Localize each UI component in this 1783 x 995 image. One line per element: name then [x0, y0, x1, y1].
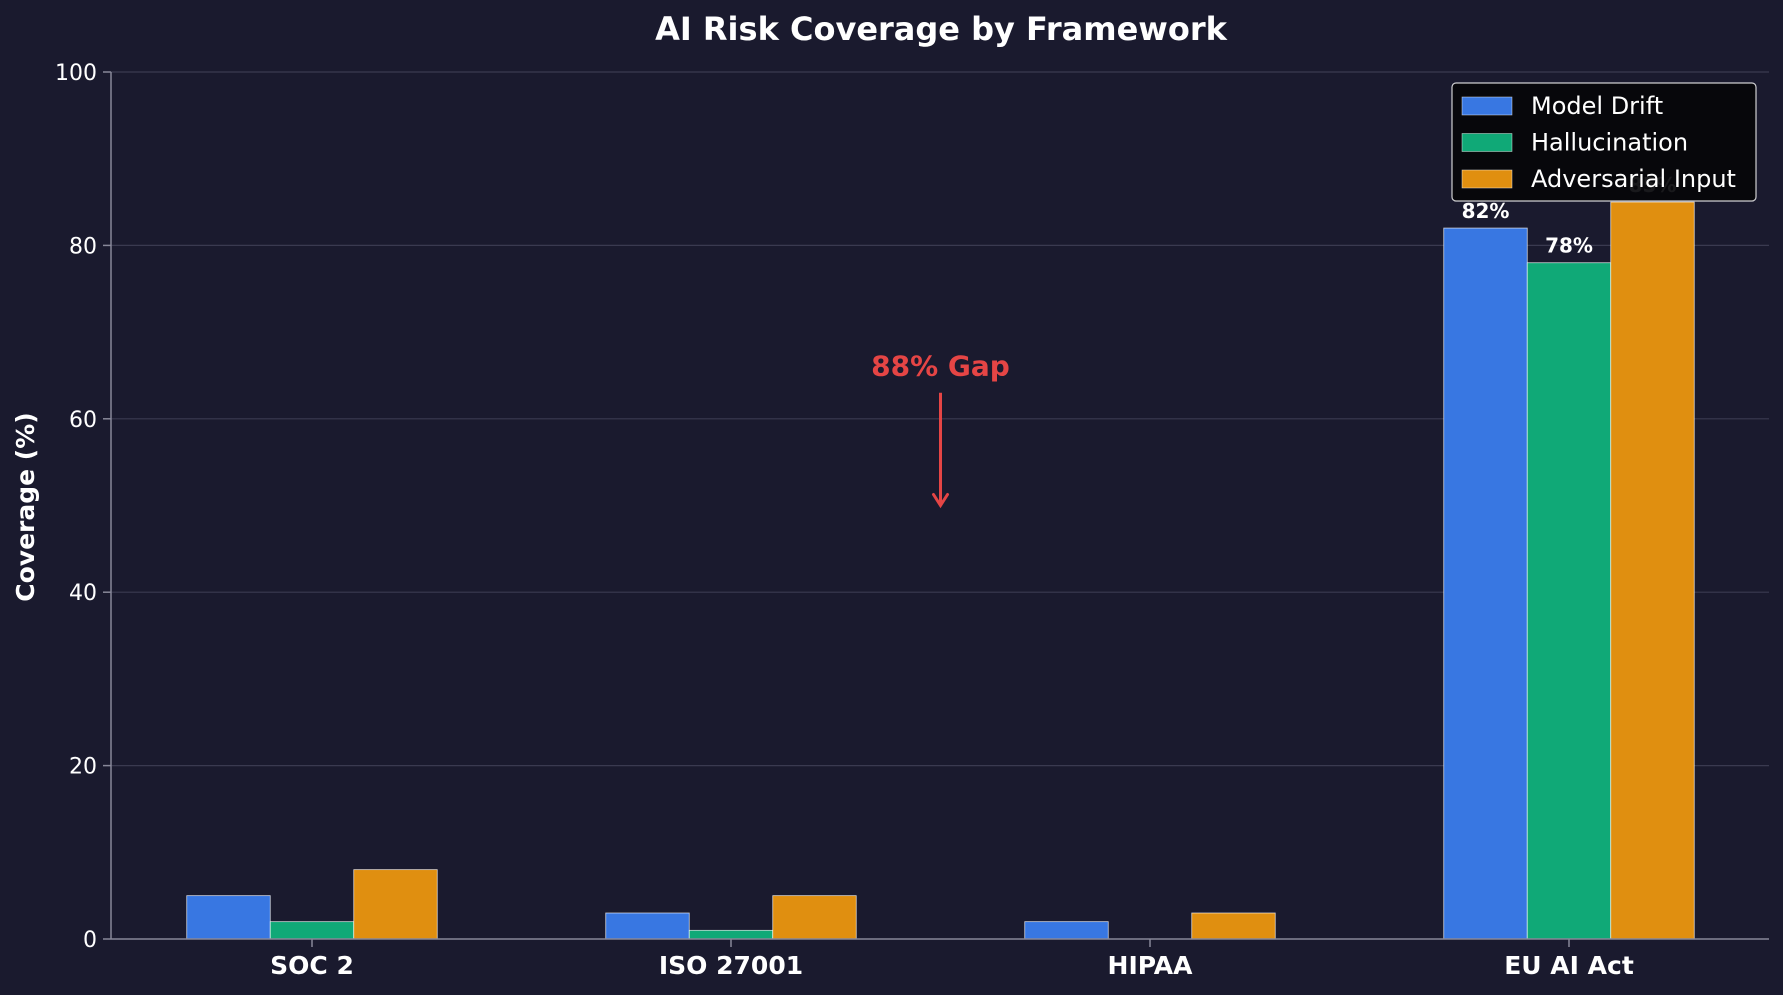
bar [1191, 912, 1276, 940]
bar [1443, 227, 1528, 940]
legend[interactable]: Model Drift Hallucination Adversarial Inpu… [1451, 82, 1757, 202]
bar [269, 921, 355, 940]
data-label: 78% [1545, 234, 1593, 258]
legend-box [1451, 82, 1757, 202]
y-tick-label: 100 [55, 61, 97, 86]
legend-swatch [1461, 133, 1513, 152]
bar [605, 912, 690, 940]
y-tick-label: 40 [69, 581, 97, 606]
legend-swatch [1461, 169, 1513, 189]
legend-entry: Hallucination [1531, 129, 1688, 157]
y-tick-label: 0 [83, 928, 97, 953]
bar [186, 895, 271, 940]
y-tick-label: 60 [69, 408, 97, 433]
x-tick-label: SOC 2 [270, 951, 354, 980]
legend-swatch [1461, 96, 1513, 116]
y-axis-label: Coverage (%) [11, 412, 40, 601]
bar [688, 929, 774, 940]
x-tick-label: ISO 27001 [659, 951, 803, 980]
x-tick-label: HIPAA [1108, 951, 1194, 980]
annotation-text: 88% Gap [871, 349, 1010, 382]
y-tick-label: 20 [69, 755, 97, 780]
annotation: 88% Gap [871, 349, 1010, 509]
bar [353, 869, 438, 940]
axes: 0 20 40 60 80 100 SOC 2 ISO 27001 HIPAA EU AI Act [55, 61, 1769, 980]
y-tick-label: 80 [69, 234, 97, 259]
legend-entry: Adversarial Input [1531, 165, 1736, 193]
legend-entry: Model Drift [1531, 92, 1663, 120]
x-tick-label: EU AI Act [1504, 951, 1634, 980]
annotation-arrowhead [932, 493, 949, 509]
bar [1024, 921, 1109, 940]
bar [1526, 262, 1612, 940]
data-label: 82% [1462, 199, 1510, 223]
bars [186, 201, 1695, 940]
chart-title: AI Risk Coverage by Framework [655, 10, 1228, 48]
bar [1610, 201, 1695, 940]
bar [772, 895, 857, 940]
